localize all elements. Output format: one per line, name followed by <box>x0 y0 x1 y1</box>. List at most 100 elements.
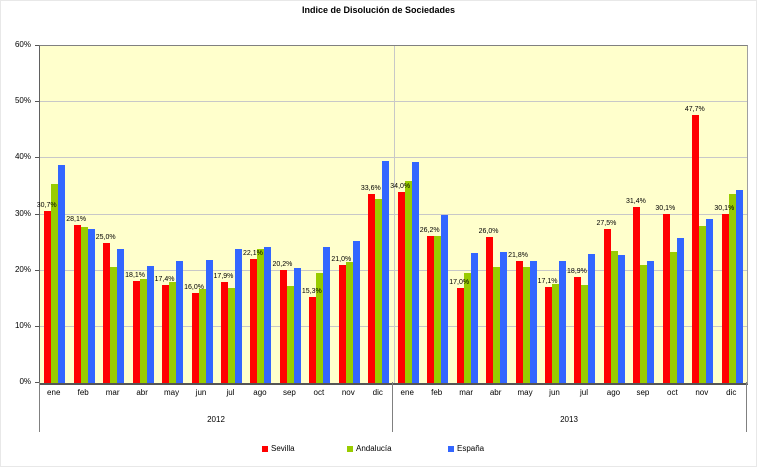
x-axis-label: feb <box>77 388 89 397</box>
bar-espana-nov-2012 <box>352 241 360 383</box>
data-label: 28,1% <box>66 216 87 224</box>
bar-espana-sep-2012 <box>293 267 301 383</box>
x-axis-label: ago <box>253 388 267 397</box>
bar-sevilla-mar-2012 <box>103 242 111 383</box>
x-axis-label: may <box>164 388 180 397</box>
y-axis-label: 10% <box>14 320 31 330</box>
legend-marker-espana <box>448 445 454 452</box>
x-axis-label: may <box>517 388 533 397</box>
bar-espana-ene-2013 <box>411 162 419 383</box>
data-label: 26,0% <box>478 227 499 235</box>
data-label: 21,0% <box>331 256 352 264</box>
axis-separator <box>39 382 40 432</box>
legend-item-espana: España <box>448 444 484 453</box>
legend-label: Sevilla <box>271 444 295 453</box>
bar-sevilla-abr-2013 <box>486 236 494 383</box>
bar-espana-dic-2012 <box>382 161 390 383</box>
bar-andalucia-sep-2013 <box>640 265 648 383</box>
x-axis-label: sep <box>282 388 296 397</box>
bar-sevilla-abr-2012 <box>132 281 140 383</box>
bar-andalucia-jul-2013 <box>581 285 589 383</box>
legend-marker-sevilla <box>262 445 268 452</box>
data-label: 33,6% <box>360 185 381 193</box>
bar-sevilla-sep-2012 <box>279 269 287 383</box>
bar-sevilla-jun-2013 <box>545 286 553 383</box>
x-axis-label: ene <box>400 388 414 397</box>
bar-espana-may-2012 <box>176 261 184 383</box>
bar-sevilla-dic-2013 <box>721 213 729 383</box>
axis-separator <box>392 382 393 432</box>
bar-espana-ago-2013 <box>617 254 625 383</box>
bar-andalucia-ene-2013 <box>404 181 412 383</box>
bar-espana-mar-2012 <box>117 248 125 383</box>
data-label: 30,1% <box>714 204 735 212</box>
bar-sevilla-feb-2012 <box>73 225 81 383</box>
bar-espana-nov-2013 <box>706 219 714 383</box>
axis-separator <box>746 382 747 432</box>
bar-sevilla-jul-2013 <box>574 276 582 383</box>
data-label: 26,2% <box>419 226 440 234</box>
x-axis-label: nov <box>341 388 355 397</box>
x-axis-label: abr <box>489 388 502 397</box>
bar-andalucia-abr-2013 <box>493 267 501 383</box>
bar-espana-mar-2013 <box>470 252 478 383</box>
bar-andalucia-may-2012 <box>169 282 177 383</box>
y-axis-label: 0% <box>19 377 31 386</box>
x-axis-label: jul <box>226 388 235 397</box>
bar-andalucia-nov-2012 <box>345 261 353 383</box>
y-axis-tick <box>35 213 39 215</box>
y-axis-label: 40% <box>14 152 31 162</box>
x-axis-label: mar <box>105 388 120 397</box>
bar-sevilla-dic-2012 <box>368 194 376 383</box>
data-label: 17,4% <box>154 276 175 284</box>
bar-sevilla-nov-2012 <box>338 265 346 383</box>
bar-sevilla-ene-2012 <box>44 210 52 383</box>
bar-espana-oct-2013 <box>676 238 684 383</box>
bar-sevilla-jul-2012 <box>220 282 228 383</box>
x-axis-label: ene <box>47 388 61 397</box>
legend-label: España <box>457 444 485 453</box>
data-label: 27,5% <box>596 219 617 227</box>
x-axis-label: jun <box>195 388 207 397</box>
y-axis-tick <box>35 269 39 271</box>
y-axis-tick <box>35 45 39 46</box>
data-label: 34,0% <box>390 183 411 191</box>
bar-sevilla-oct-2013 <box>662 213 670 383</box>
bar-andalucia-jun-2012 <box>198 289 206 383</box>
y-axis-label: 20% <box>14 264 31 274</box>
data-label: 17,0% <box>449 278 470 286</box>
bar-espana-sep-2013 <box>647 260 655 383</box>
legend-item-andalucia: Andalucía <box>347 444 392 453</box>
data-label: 30,1% <box>655 204 676 212</box>
data-label: 17,9% <box>213 273 234 281</box>
bar-sevilla-mar-2013 <box>456 287 464 383</box>
x-axis-label: feb <box>431 388 443 397</box>
x-axis-label: abr <box>136 388 148 397</box>
x-axis-label: oct <box>667 388 678 397</box>
bar-andalucia-dic-2013 <box>728 194 736 383</box>
data-label: 15,3% <box>301 288 322 296</box>
bar-sevilla-oct-2012 <box>309 297 317 383</box>
x-axis-label: oct <box>313 388 325 397</box>
bar-andalucia-sep-2012 <box>286 285 294 383</box>
y-axis-tick <box>35 101 39 103</box>
bar-andalucia-ago-2013 <box>610 251 618 383</box>
x-axis-label: sep <box>636 388 650 397</box>
x-axis-label: nov <box>695 388 709 397</box>
bar-espana-ene-2012 <box>58 165 66 383</box>
bar-sevilla-feb-2013 <box>427 235 435 383</box>
bar-espana-may-2013 <box>529 260 537 383</box>
bar-sevilla-may-2012 <box>162 285 170 383</box>
x-axis-label: jul <box>579 388 588 397</box>
bar-andalucia-dic-2012 <box>375 199 383 383</box>
x-axis-label: dic <box>372 388 383 397</box>
bar-espana-feb-2012 <box>87 229 95 383</box>
bar-espana-abr-2012 <box>146 266 154 383</box>
bar-andalucia-oct-2013 <box>669 251 677 383</box>
data-label: 16,0% <box>184 284 204 292</box>
bar-sevilla-sep-2013 <box>633 206 641 383</box>
bar-sevilla-jun-2012 <box>191 293 199 383</box>
data-label: 17,1% <box>537 277 558 285</box>
bar-espana-dic-2013 <box>735 190 743 383</box>
